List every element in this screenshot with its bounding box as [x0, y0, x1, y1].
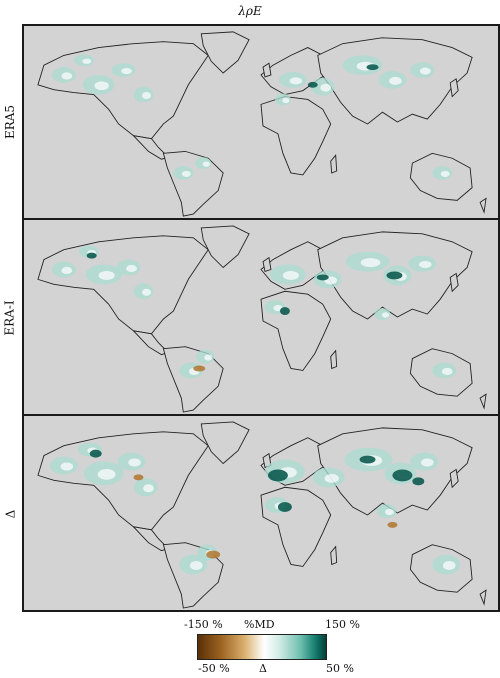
value-patch-high — [267, 469, 288, 482]
value-patch-light — [181, 170, 191, 178]
colorbar-label-bottom-right: 50 % — [326, 662, 354, 675]
value-patch-light — [128, 458, 141, 467]
value-patch-light — [98, 270, 115, 280]
value-patch-low — [206, 550, 221, 559]
value-patch-light — [381, 312, 390, 318]
value-patch-light — [421, 458, 434, 467]
value-patch-light — [419, 260, 432, 269]
value-patch-light — [384, 508, 394, 516]
value-patch-light — [324, 473, 339, 483]
landmass-uk — [262, 62, 272, 78]
value-patch-high — [279, 307, 290, 316]
value-patch-light — [94, 81, 109, 91]
value-patch-high — [89, 449, 102, 458]
landmass-north-america — [37, 431, 209, 531]
value-patch-light — [441, 367, 453, 376]
colorbar-label-top-mid: %MD — [244, 618, 275, 631]
colorbar-label-top-right: 150 % — [325, 618, 360, 631]
landmass-greenland — [200, 225, 250, 269]
landmass-madagascar — [330, 349, 338, 370]
row-label-era5: ERA5 — [3, 104, 18, 140]
value-patch-low — [193, 365, 206, 372]
landmass-central-america — [132, 135, 170, 160]
landmass-madagascar — [330, 545, 338, 566]
value-patch-light — [419, 67, 431, 75]
value-patch-light — [142, 92, 151, 100]
value-patch-high — [412, 477, 425, 486]
landmass-new-zealand — [479, 589, 487, 606]
value-patch-light — [126, 264, 137, 273]
landmass-new-zealand — [479, 197, 487, 214]
value-patch-light — [143, 484, 154, 493]
landmass-south-america — [162, 150, 224, 217]
landmass-greenland — [200, 31, 250, 74]
landmass-north-america — [37, 235, 209, 335]
landmass-africa — [260, 96, 332, 176]
value-patch-light — [440, 170, 450, 178]
map-panel-erai — [22, 218, 500, 416]
value-patch-low — [133, 474, 144, 481]
colorbar-label-bottom-mid: Δ — [259, 662, 267, 675]
landmass-greenland — [200, 421, 250, 465]
landmass-japan — [449, 78, 459, 98]
value-patch-light — [97, 469, 116, 480]
value-patch-light — [142, 288, 151, 296]
figure-title: λρE — [238, 4, 262, 18]
world-map — [37, 31, 487, 217]
value-patch-light — [282, 270, 299, 280]
value-patch-high — [316, 274, 329, 281]
landmass-central-america — [132, 526, 170, 552]
landmass-madagascar — [330, 154, 338, 174]
value-patch-high — [277, 502, 292, 513]
value-patch-high — [386, 271, 403, 280]
row-label-delta: Δ — [2, 509, 17, 519]
landmass-new-zealand — [479, 393, 487, 410]
world-map — [37, 225, 487, 413]
value-patch-light — [320, 83, 332, 92]
value-patch-light — [289, 77, 303, 85]
value-patch-light — [389, 76, 402, 85]
value-patch-light — [121, 67, 132, 75]
value-patch-high — [86, 252, 97, 259]
value-patch-high — [307, 81, 318, 88]
landmass-north-america — [37, 41, 209, 140]
landmass-uk — [262, 256, 272, 273]
map-panel-delta — [22, 414, 500, 612]
value-patch-light — [82, 58, 92, 64]
landmass-south-america — [162, 346, 224, 413]
value-patch-light — [282, 97, 290, 104]
world-map — [37, 421, 487, 609]
colorbar-label-bottom-left: -50 % — [198, 662, 230, 675]
landmass-central-america — [132, 330, 170, 356]
value-patch-light — [189, 561, 203, 570]
value-patch-light — [60, 462, 74, 471]
value-patch-light — [61, 72, 73, 80]
value-patch-light — [61, 266, 73, 275]
value-patch-high — [359, 455, 376, 464]
value-patch-high — [366, 64, 379, 71]
row-label-erai: ERA-I — [3, 300, 18, 336]
value-patch-light — [442, 561, 456, 570]
value-patch-low — [387, 521, 398, 528]
map-panel-era5 — [22, 24, 500, 220]
value-patch-light — [202, 161, 210, 167]
landmass-japan — [449, 468, 459, 489]
value-patch-high — [392, 469, 413, 482]
value-patch-light — [273, 304, 283, 312]
colorbar — [197, 634, 327, 660]
value-patch-light — [204, 354, 213, 361]
colorbar-label-top-left: -150 % — [184, 618, 223, 631]
landmass-japan — [449, 272, 459, 293]
value-patch-light — [360, 258, 381, 268]
